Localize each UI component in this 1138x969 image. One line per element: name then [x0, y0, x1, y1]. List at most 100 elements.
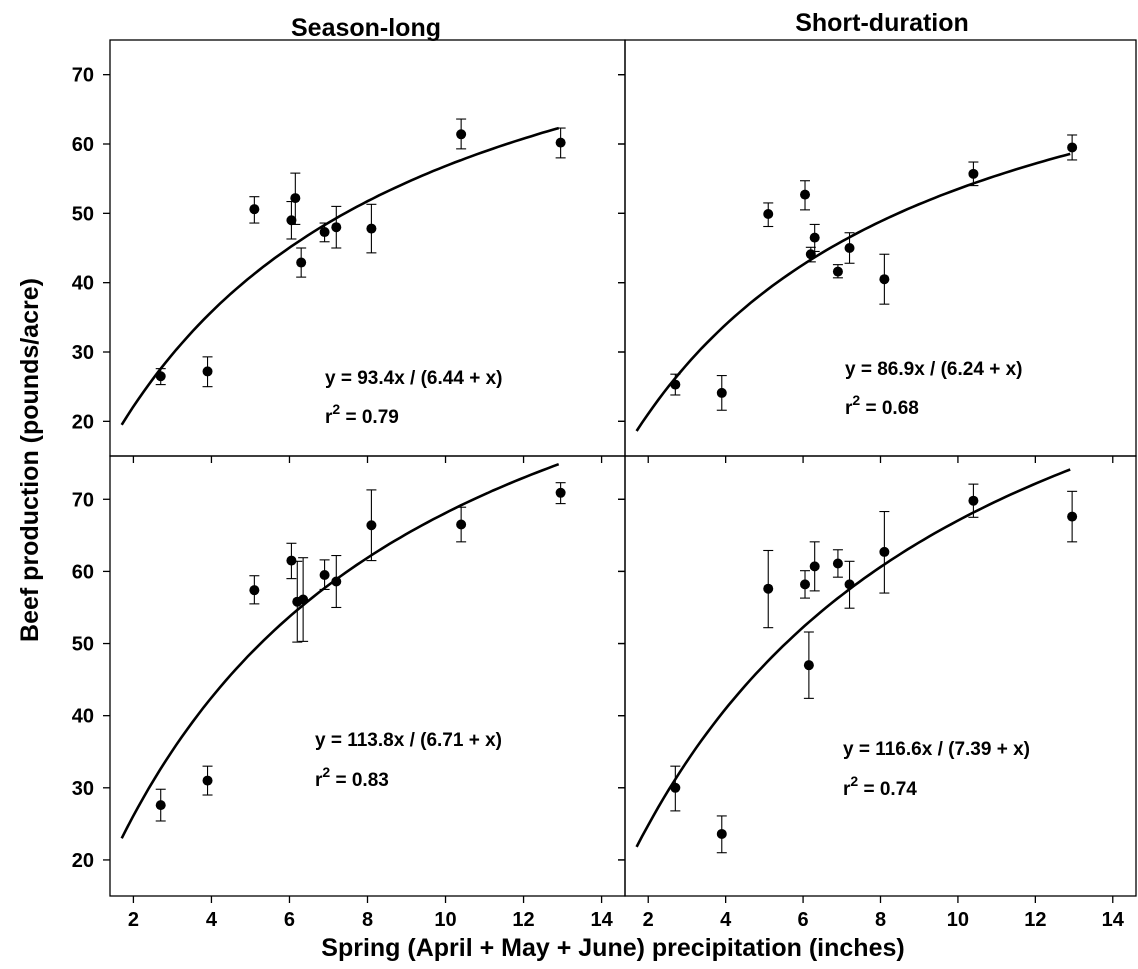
data-point	[296, 257, 307, 268]
r-squared-r: r	[315, 770, 323, 791]
data-point	[832, 558, 843, 569]
data-point	[331, 576, 342, 587]
r-squared-exponent: 2	[322, 764, 330, 780]
panel-frame	[109, 455, 626, 897]
data-point	[155, 371, 166, 382]
r-squared-value: = 0.74	[858, 779, 917, 800]
data-point	[456, 129, 467, 140]
x-tick-label: 14	[590, 909, 613, 931]
r-squared: r2 = 0.68	[845, 392, 919, 419]
fit-curve	[120, 126, 560, 426]
fit-equation: y = 93.4x / (6.44 + x)	[325, 368, 502, 389]
panel-1: 20 30 40 50 60 70 y = 93.4x / (6.44 + x) r2 = 0…	[72, 39, 626, 463]
y-tick-label: 30	[72, 778, 94, 800]
r-squared: r2 = 0.79	[325, 401, 399, 428]
r-squared: r2 = 0.74	[843, 773, 917, 800]
y-tick-label: 50	[72, 203, 94, 225]
x-tick-label: 8	[362, 909, 373, 931]
data-point	[155, 800, 166, 811]
r-squared-r: r	[845, 398, 853, 419]
data-point	[366, 520, 377, 531]
y-tick-label: 70	[72, 65, 94, 87]
data-point	[968, 495, 979, 506]
fit-curve	[635, 468, 1071, 848]
column-title-short-duration: Short-duration	[795, 9, 969, 37]
data-point	[879, 274, 890, 285]
r-squared-exponent: 2	[850, 773, 858, 789]
data-point	[879, 546, 890, 557]
data-point	[249, 585, 260, 596]
data-point	[366, 223, 377, 234]
data-point	[1067, 511, 1078, 522]
y-tick-label: 50	[72, 634, 94, 656]
data-point	[286, 215, 297, 226]
panel-frame	[109, 39, 626, 457]
y-tick-label: 20	[72, 850, 94, 872]
data-point	[319, 227, 330, 238]
data-point	[286, 555, 297, 566]
x-tick-label: 10	[434, 909, 456, 931]
fit-curve	[120, 462, 560, 839]
x-tick-label: 10	[947, 909, 969, 931]
data-point	[555, 487, 566, 498]
data-point	[670, 782, 681, 793]
x-tick-label: 8	[875, 909, 886, 931]
y-axis-label: Beef production (pounds/acre)	[16, 278, 44, 642]
data-point	[249, 204, 260, 215]
data-point	[832, 266, 843, 277]
fit-equation: y = 86.9x / (6.24 + x)	[845, 359, 1022, 380]
data-point	[319, 570, 330, 581]
data-point	[716, 387, 727, 398]
x-tick-label: 12	[1024, 909, 1046, 931]
data-point	[844, 579, 855, 590]
data-point	[809, 232, 820, 243]
data-point	[1067, 142, 1078, 153]
data-point	[763, 209, 774, 220]
r-squared-value: = 0.83	[330, 770, 389, 791]
column-title-season-long: Season-long	[291, 14, 441, 42]
data-point	[809, 561, 820, 572]
data-point	[800, 579, 811, 590]
data-point	[800, 189, 811, 200]
data-point	[290, 193, 301, 204]
data-point	[456, 519, 467, 530]
data-point	[202, 366, 213, 377]
y-tick-label: 60	[72, 134, 94, 156]
y-tick-label: 70	[72, 489, 94, 511]
r-squared: r2 = 0.83	[315, 764, 389, 791]
data-point	[968, 168, 979, 179]
x-tick-label: 4	[206, 909, 218, 931]
data-point	[803, 660, 814, 671]
x-tick-label: 6	[798, 909, 809, 931]
y-tick-label: 60	[72, 561, 94, 583]
y-tick-label: 30	[72, 342, 94, 364]
fit-equation: y = 116.6x / (7.39 + x)	[843, 739, 1030, 760]
data-point	[298, 594, 309, 605]
data-point	[331, 222, 342, 233]
r-squared-exponent: 2	[852, 392, 860, 408]
panel-frame	[624, 39, 1137, 457]
data-point	[844, 243, 855, 253]
data-point	[202, 775, 213, 786]
x-tick-label: 12	[512, 909, 534, 931]
data-point	[555, 137, 566, 148]
data-point	[670, 379, 681, 390]
x-tick-label: 4	[720, 909, 732, 931]
panel-2: y = 86.9x / (6.24 + x) r2 = 0.68	[618, 39, 1137, 463]
r-squared-value: = 0.79	[340, 407, 399, 428]
r-squared-r: r	[843, 779, 851, 800]
x-tick-label: 6	[284, 909, 295, 931]
y-tick-label: 40	[72, 706, 94, 728]
r-squared-r: r	[325, 407, 333, 428]
r-squared-value: = 0.68	[860, 398, 919, 419]
x-axis-label: Spring (April + May + June) precipitatio…	[321, 934, 904, 962]
data-point	[716, 828, 727, 839]
x-tick-label: 14	[1102, 909, 1125, 931]
y-tick-label: 20	[72, 411, 94, 433]
fit-curve	[635, 152, 1071, 432]
r-squared-exponent: 2	[332, 401, 340, 417]
x-tick-label: 2	[128, 909, 139, 931]
panel-frame	[624, 455, 1137, 897]
